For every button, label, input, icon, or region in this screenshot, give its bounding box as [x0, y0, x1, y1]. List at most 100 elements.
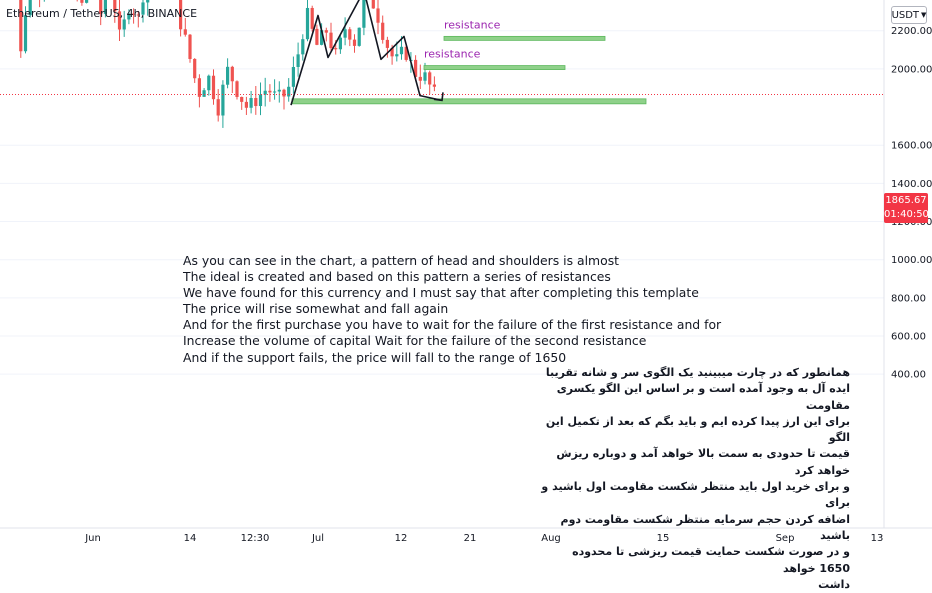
- candle-body: [418, 76, 422, 81]
- candle-body: [320, 30, 324, 45]
- persian-line: قیمت تا حدودی به سمت بالا خواهد آمد و دو…: [556, 447, 850, 477]
- persian-line: داشت: [818, 577, 850, 591]
- candle-body: [226, 66, 230, 85]
- resistance-zone: [423, 65, 566, 70]
- candle-body: [404, 46, 408, 60]
- chevron-down-icon: ▼: [921, 11, 927, 19]
- x-tick-label: 12:30: [241, 533, 270, 544]
- candle-body: [301, 39, 305, 55]
- candle-body: [329, 32, 333, 49]
- chart-grid: [0, 30, 884, 375]
- price-chart[interactable]: 78.60%(2626.67)61.80%(2427.52) resistanc…: [0, 0, 932, 550]
- candle-body: [343, 29, 347, 38]
- english-line: The price will rise somewhat and fall ag…: [183, 301, 449, 317]
- persian-annotation: همانطور که در چارت میبینید یک الگوی سر و…: [540, 365, 850, 593]
- candle-body: [188, 34, 192, 59]
- currency-label: USDT: [891, 9, 920, 21]
- x-tick-label: Sep: [776, 533, 795, 544]
- candle-body: [357, 27, 361, 46]
- candle-body: [277, 89, 281, 92]
- candle-body: [221, 84, 225, 116]
- persian-line: و در صورت شکست حمایت قیمت ریزشی تا محدود…: [572, 545, 850, 575]
- y-tick-label: 400.00: [891, 370, 926, 381]
- candle-body: [249, 98, 253, 108]
- candle-body: [287, 86, 291, 97]
- candle-body: [414, 59, 418, 77]
- candle-body: [348, 29, 352, 40]
- candle-body: [338, 37, 342, 50]
- candle-body: [428, 72, 432, 85]
- persian-line: همانطور که در چارت میبینید یک الگوی سر و…: [545, 366, 850, 379]
- english-line: As you can see in the chart, a pattern o…: [183, 253, 620, 268]
- y-tick-label: 2000.00: [891, 64, 932, 75]
- candle-body: [197, 78, 201, 97]
- candle-body: [28, 0, 32, 16]
- resistance-zone: [443, 35, 606, 41]
- candle-body: [273, 91, 277, 93]
- candle-body: [207, 75, 211, 91]
- time-axis: Jun 14 12:30 Jul 12 21 Aug 15 Sep 13: [0, 527, 932, 544]
- current-price-tag: 1865.67 01:40:50: [884, 193, 929, 223]
- candle-body: [136, 14, 140, 16]
- english-line: We have found for this currency and I mu…: [183, 285, 699, 301]
- candle-body: [371, 0, 375, 9]
- candle-body: [19, 0, 23, 52]
- candle-countdown: 01:40:50: [884, 209, 929, 220]
- candle-body: [103, 0, 107, 14]
- candle-body: [122, 19, 126, 30]
- candle-body: [23, 15, 28, 52]
- x-tick-label: 13: [871, 533, 884, 544]
- x-tick-label: 14: [184, 533, 197, 544]
- english-line: The ideal is created and based on this p…: [183, 269, 611, 285]
- candle-body: [432, 84, 436, 87]
- candle-body: [113, 0, 117, 12]
- head-and-shoulders-pattern: [290, 0, 444, 106]
- candle-body: [315, 28, 319, 45]
- y-tick-label: 1600.00: [891, 141, 932, 152]
- y-tick-label: 600.00: [891, 332, 926, 343]
- candle-body: [352, 39, 357, 46]
- candle-body: [395, 54, 399, 57]
- candle-body: [141, 2, 145, 15]
- persian-line: اضافه کردن حجم سرمایه منتظر شکست مقاومت …: [560, 512, 850, 542]
- candle-body: [85, 0, 89, 3]
- y-tick-label: 800.00: [891, 293, 926, 304]
- candle-body: [117, 11, 122, 30]
- y-tick-label: 2200.00: [891, 26, 932, 37]
- english-line: And for the first purchase you have to w…: [183, 317, 722, 333]
- candle-body: [399, 46, 404, 55]
- english-annotation: As you can see in the chart, a pattern o…: [183, 253, 721, 366]
- candle-body: [310, 7, 314, 29]
- resistance-label: resistance: [424, 48, 481, 61]
- x-tick-label: Jun: [84, 533, 101, 544]
- current-price-value: 1865.67: [885, 195, 927, 206]
- candle-body: [99, 0, 103, 14]
- english-line: And if the support fails, the price will…: [183, 349, 567, 365]
- candlestick-series: [0, 0, 884, 128]
- candle-body: [376, 8, 380, 23]
- candle-body: [240, 96, 244, 102]
- candle-body: [80, 0, 84, 3]
- candle-body: [230, 66, 234, 82]
- price-axis: 400.00600.00800.001000.001200.001400.001…: [883, 0, 932, 528]
- x-tick-label: 12: [395, 533, 408, 544]
- candle-body: [423, 72, 427, 81]
- candle-body: [291, 67, 295, 87]
- pattern-line: [290, 0, 443, 106]
- candle-body: [127, 13, 131, 20]
- x-tick-label: 15: [657, 533, 670, 544]
- candle-body: [244, 101, 248, 108]
- currency-selector[interactable]: USDT ▼: [891, 6, 927, 24]
- candle-body: [381, 22, 385, 40]
- candle-body: [216, 99, 220, 116]
- y-tick-label: 1000.00: [891, 255, 932, 266]
- support-zone: [291, 98, 647, 105]
- y-tick-label: 1400.00: [891, 179, 932, 190]
- candle-body: [132, 13, 136, 15]
- candle-body: [263, 90, 267, 95]
- x-tick-label: 21: [464, 533, 477, 544]
- candle-body: [296, 54, 300, 68]
- candle-body: [179, 0, 183, 30]
- x-tick-label: Jul: [311, 533, 324, 544]
- candle-body: [146, 0, 150, 3]
